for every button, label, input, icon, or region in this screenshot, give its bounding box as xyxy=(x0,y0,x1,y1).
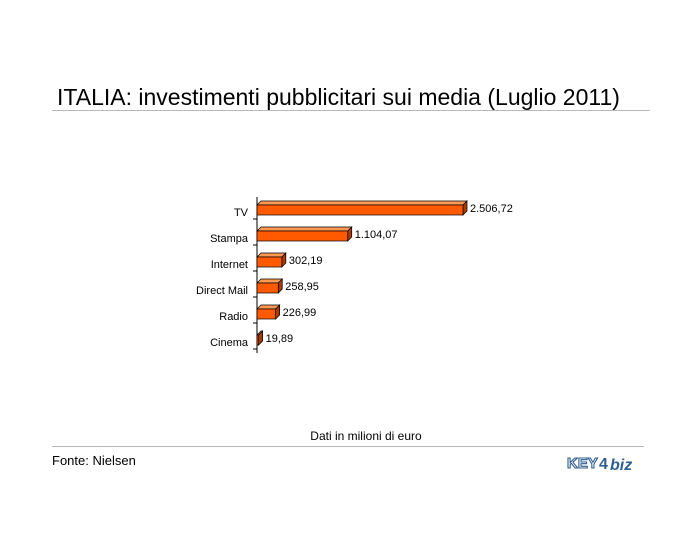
logo-key-text: KEY xyxy=(567,455,598,472)
bar xyxy=(256,230,349,242)
category-label: Internet xyxy=(211,259,248,271)
logo-digit-text: 4 xyxy=(599,456,608,473)
bar-top-face xyxy=(256,252,287,258)
bar xyxy=(256,308,277,320)
value-label: 226,99 xyxy=(283,307,317,319)
value-label: 302,19 xyxy=(289,255,323,267)
logo-biz-text: biz xyxy=(610,457,632,474)
footer-divider xyxy=(52,446,644,447)
chart-title: ITALIA: investimenti pubblicitari sui me… xyxy=(57,84,620,110)
bar-top-face xyxy=(256,200,468,206)
category-label: Stampa xyxy=(210,233,249,245)
value-label: 258,95 xyxy=(285,281,319,293)
bar xyxy=(256,256,283,268)
value-label: 1.104,07 xyxy=(355,229,398,241)
category-label: Radio xyxy=(219,311,248,323)
category-label: Direct Mail xyxy=(196,285,248,297)
bar xyxy=(256,334,259,346)
source-credit: Fonte: Nielsen xyxy=(52,453,136,468)
units-note: Dati in milioni di euro xyxy=(310,429,422,443)
bar xyxy=(256,282,279,294)
value-label: 2.506,72 xyxy=(470,203,513,215)
bar xyxy=(256,204,464,216)
category-label: TV xyxy=(234,207,249,219)
value-label: 19,89 xyxy=(266,333,294,345)
category-label: Cinema xyxy=(210,337,249,349)
bar-top-face xyxy=(256,226,353,232)
key4biz-logo: KEY 4 biz xyxy=(566,454,632,474)
title-divider xyxy=(52,110,650,111)
